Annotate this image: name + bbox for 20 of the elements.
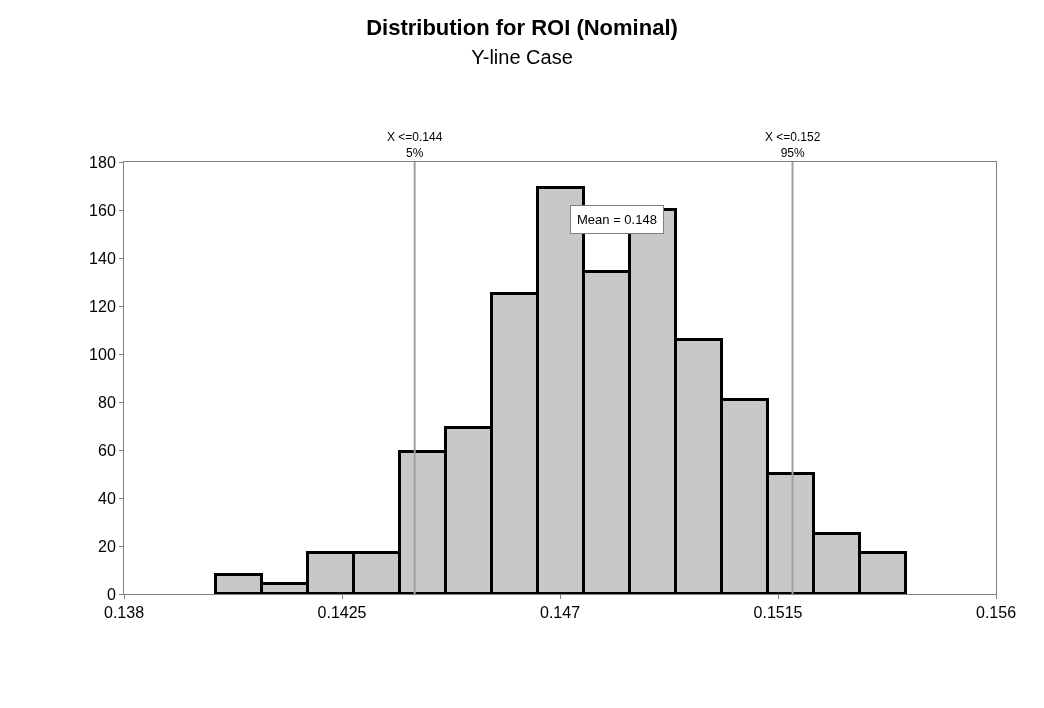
annotation: Mean = 0.148 (577, 212, 657, 227)
y-tick-label: 160 (89, 201, 116, 219)
y-tick-label: 60 (98, 441, 116, 459)
x-tick-label: 0.1425 (317, 604, 367, 622)
y-tick-label: 80 (98, 393, 116, 411)
ref-line-label: X <=0.152 95% (765, 130, 821, 160)
chart-subtitle: Y-line Case (471, 46, 573, 68)
y-tick-label: 180 (89, 153, 116, 171)
y-tick-label: 40 (98, 489, 116, 507)
x-tick-label: 0.156 (975, 604, 1017, 622)
x-tick-label: 0.138 (103, 604, 145, 622)
y-tick-label: 20 (98, 537, 116, 555)
y-tick-label: 120 (89, 297, 116, 315)
y-tick-label: 0 (106, 585, 116, 603)
x-tick-label: 0.1515 (753, 604, 803, 622)
y-tick-label: 100 (89, 345, 116, 363)
x-tick-label: 0.147 (539, 604, 581, 622)
y-tick-label: 140 (89, 249, 116, 267)
ref-line-label: X <=0.144 5% (387, 130, 443, 160)
chart-title: Distribution for ROI (Nominal) (366, 15, 678, 41)
